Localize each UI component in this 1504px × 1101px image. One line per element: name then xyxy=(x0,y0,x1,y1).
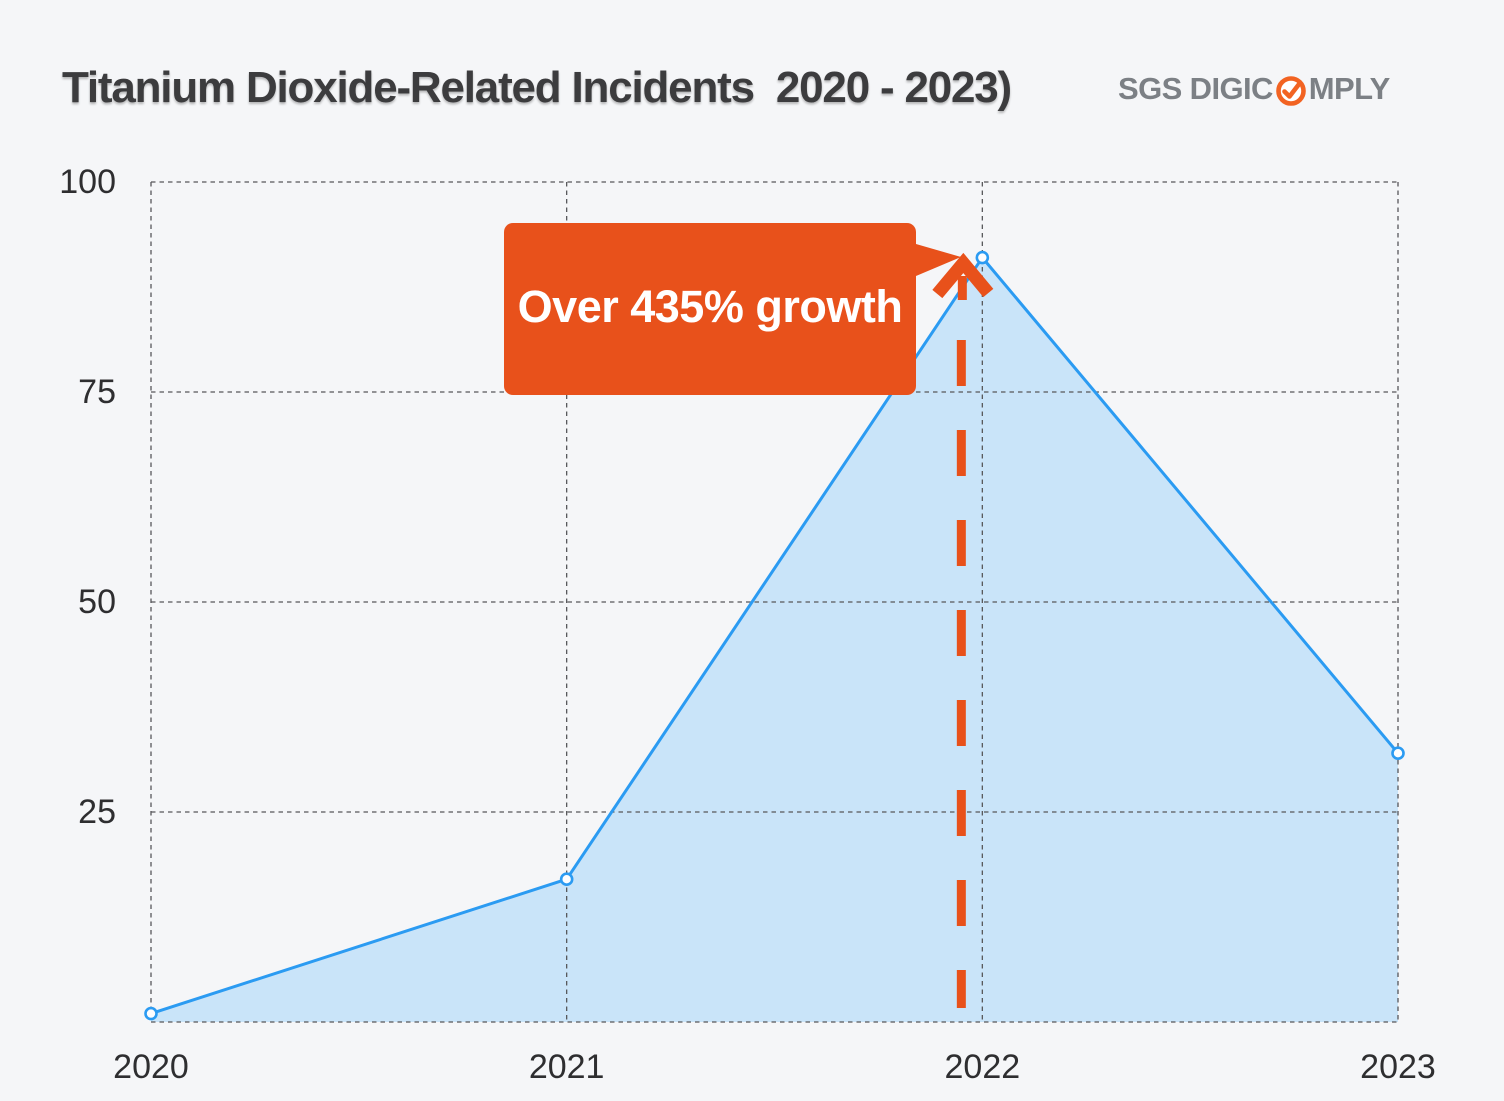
x-axis-tick-label: 2020 xyxy=(113,1048,189,1086)
chart-title: Titanium Dioxide-Related Incidents 2020 … xyxy=(62,63,1012,112)
y-axis-tick-label: 100 xyxy=(59,163,116,201)
data-point-2022 xyxy=(975,250,990,265)
y-axis-tick-label: 75 xyxy=(78,373,116,411)
sgs-digicomply-logo: SGS DIGIC MPLY xyxy=(1118,70,1390,108)
annotation-callout: Over 435% growth xyxy=(504,223,916,395)
data-line xyxy=(150,256,1400,1016)
annotation-pointer-triangle xyxy=(916,244,961,276)
data-point-2023 xyxy=(1391,746,1405,761)
data-point-2021 xyxy=(559,872,574,887)
y-axis-tick-label: 25 xyxy=(78,793,116,831)
logo-text-right: MPLY xyxy=(1308,71,1390,106)
x-axis-tick-label: 2023 xyxy=(1360,1048,1436,1086)
annotation-text: Over 435% growth xyxy=(517,281,903,332)
data-point-2020 xyxy=(144,1006,158,1021)
check-circle-icon xyxy=(1275,76,1306,106)
logo-text-left: SGS DIGIC xyxy=(1118,71,1273,106)
y-axis-tick-label: 50 xyxy=(78,583,116,621)
x-axis-tick-label: 2021 xyxy=(528,1048,605,1086)
x-axis-tick-label: 2022 xyxy=(944,1048,1021,1086)
annotation-up-arrow-icon xyxy=(932,252,994,299)
area-fill xyxy=(151,257,1398,1023)
